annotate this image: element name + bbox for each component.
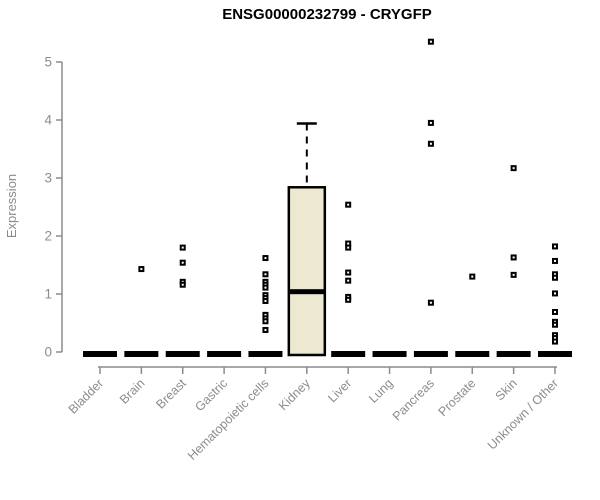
zero-bar	[331, 351, 366, 357]
data-point-center	[264, 313, 267, 316]
data-point-center	[347, 242, 350, 245]
x-tick-label: Breast	[153, 376, 189, 412]
data-point-center	[264, 299, 267, 302]
zero-bar	[207, 351, 242, 357]
data-point-center	[264, 286, 267, 289]
data-point-center	[554, 245, 556, 248]
data-point-center	[140, 268, 143, 271]
data-point-center	[429, 40, 432, 43]
y-tick-label: 0	[44, 345, 52, 360]
data-point-center	[554, 337, 556, 340]
chart-title: ENSG00000232799 - CRYGFP	[222, 6, 432, 23]
data-point-center	[554, 273, 556, 276]
data-point-center	[181, 261, 184, 264]
x-tick-label: Pancreas	[390, 376, 437, 423]
x-tick-label: Skin	[493, 376, 520, 403]
zero-bar	[496, 351, 531, 357]
data-point-center	[181, 283, 184, 286]
data-point-center	[554, 259, 556, 262]
zero-bar	[372, 351, 407, 357]
data-point-center	[264, 320, 267, 323]
data-point-center	[554, 292, 556, 295]
y-tick-label: 2	[44, 229, 52, 244]
data-point-center	[429, 121, 432, 124]
data-point-center	[264, 257, 267, 260]
y-tick-label: 1	[44, 287, 52, 302]
data-point-center	[471, 275, 474, 278]
data-point-center	[554, 340, 556, 343]
data-point-center	[347, 279, 350, 282]
x-tick-label: Gastric	[192, 376, 230, 414]
data-point-center	[264, 273, 267, 276]
y-tick-label: 4	[44, 113, 52, 128]
zero-bar	[413, 351, 448, 357]
data-point-center	[347, 246, 350, 249]
box	[287, 186, 327, 357]
data-point-center	[554, 323, 556, 326]
data-point-center	[347, 203, 350, 206]
y-tick-label: 5	[44, 55, 52, 70]
median-line	[288, 289, 325, 295]
y-tick-label: 3	[44, 171, 52, 186]
data-point-center	[512, 256, 515, 259]
data-point-center	[512, 273, 515, 276]
x-tick-label: Kidney	[276, 376, 313, 413]
data-point-center	[429, 301, 432, 304]
x-tick-label: Brain	[117, 376, 148, 407]
data-point-center	[264, 328, 267, 331]
x-tick-label: Liver	[325, 376, 354, 405]
x-tick-label: Lung	[366, 376, 396, 406]
x-tick-label: Hematopoietic cells	[185, 376, 272, 463]
data-point-center	[429, 142, 432, 145]
zero-bar	[124, 351, 159, 357]
data-point-center	[347, 298, 350, 301]
zero-bar	[165, 351, 200, 357]
x-tick-label: Unknown / Other	[485, 376, 561, 452]
data-point-center	[554, 310, 556, 313]
zero-bar	[83, 351, 117, 357]
x-tick-label: Bladder	[66, 376, 106, 416]
zero-bar	[538, 351, 572, 357]
zero-bar	[455, 351, 490, 357]
zero-bar	[248, 351, 283, 357]
data-point-center	[181, 246, 184, 249]
data-point-center	[347, 271, 350, 274]
data-point-center	[512, 167, 515, 170]
data-point-center	[554, 276, 556, 279]
x-tick-label: Prostate	[436, 376, 479, 419]
